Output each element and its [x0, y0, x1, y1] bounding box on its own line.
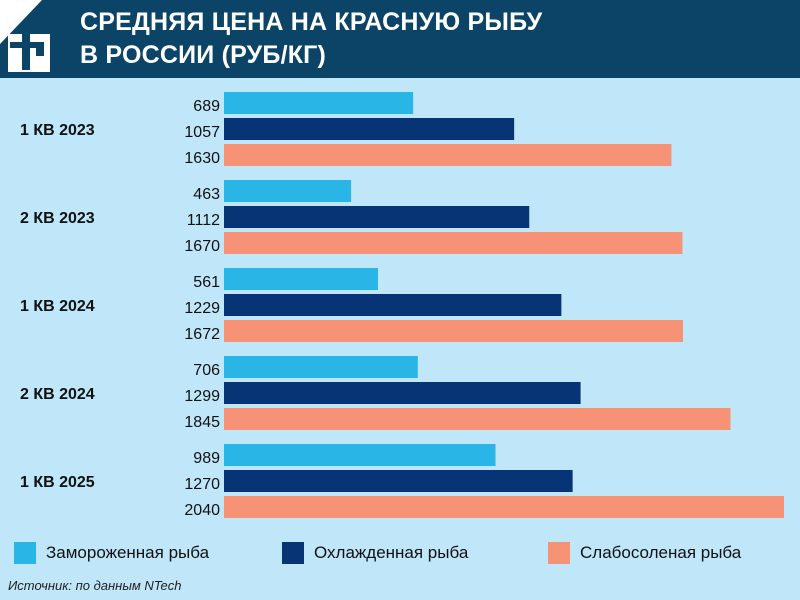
data-label: 1630 [184, 150, 220, 167]
bar-chilled [224, 470, 573, 492]
data-label: 689 [193, 98, 220, 115]
bar-chilled [224, 206, 530, 228]
category-label: 1 КВ 2023 [20, 122, 95, 139]
data-label: 561 [193, 274, 220, 291]
bar-lightly-salted [224, 232, 683, 254]
legend-swatch-lightly-salted [548, 542, 570, 564]
legend-label-chilled: Охлажденная рыба [314, 543, 469, 562]
category-label: 1 КВ 2025 [20, 474, 95, 491]
data-label: 1112 [187, 212, 220, 229]
category-label: 1 КВ 2024 [20, 298, 95, 315]
brand-logo-icon [0, 0, 50, 72]
bar-frozen [224, 444, 496, 466]
data-label: 1270 [184, 476, 220, 493]
legend: Замороженная рыба Охлажденная рыба Слабо… [0, 536, 800, 568]
data-label: 1057 [184, 124, 220, 141]
source-note: Источник: по данным NTech [8, 578, 182, 593]
data-label: 2040 [184, 502, 220, 519]
bar-lightly-salted [224, 144, 672, 166]
data-label: 1845 [184, 414, 220, 431]
bar-lightly-salted [224, 320, 683, 342]
bar-frozen [224, 356, 418, 378]
header-banner: СРЕДНЯЯ ЦЕНА НА КРАСНУЮ РЫБУ В РОССИИ (Р… [0, 0, 800, 78]
data-label: 463 [193, 186, 220, 203]
bar-lightly-salted [224, 408, 731, 430]
title-line-1: СРЕДНЯЯ ЦЕНА НА КРАСНУЮ РЫБУ [80, 8, 543, 36]
legend-label-lightly-salted: Слабосоленая рыба [580, 543, 742, 562]
bar-chart: 1 КВ 2023 689 1057 1630 2 КВ 2023 463 1112 1670… [20, 92, 784, 519]
category-label: 2 КВ 2024 [20, 386, 95, 403]
legend-swatch-chilled [282, 542, 304, 564]
data-label: 1229 [184, 300, 220, 317]
data-label: 1670 [184, 238, 220, 255]
bar-chilled [224, 294, 562, 316]
title-line-2: В РОССИИ (РУБ/КГ) [80, 41, 327, 69]
data-label: 1299 [184, 388, 220, 405]
chart-title: СРЕДНЯЯ ЦЕНА НА КРАСНУЮ РЫБУ В РОССИИ (Р… [80, 6, 542, 72]
bar-frozen [224, 268, 378, 290]
bar-frozen [224, 180, 352, 202]
category-label: 2 КВ 2023 [20, 210, 95, 227]
bar-frozen [224, 92, 414, 114]
data-label: 1672 [184, 326, 220, 343]
legend-label-frozen: Замороженная рыба [46, 543, 210, 562]
bar-chilled [224, 118, 515, 140]
legend-swatch-frozen [14, 542, 36, 564]
bar-chilled [224, 382, 581, 404]
data-label: 706 [193, 362, 220, 379]
data-label: 989 [193, 450, 220, 467]
bar-lightly-salted [224, 496, 784, 518]
